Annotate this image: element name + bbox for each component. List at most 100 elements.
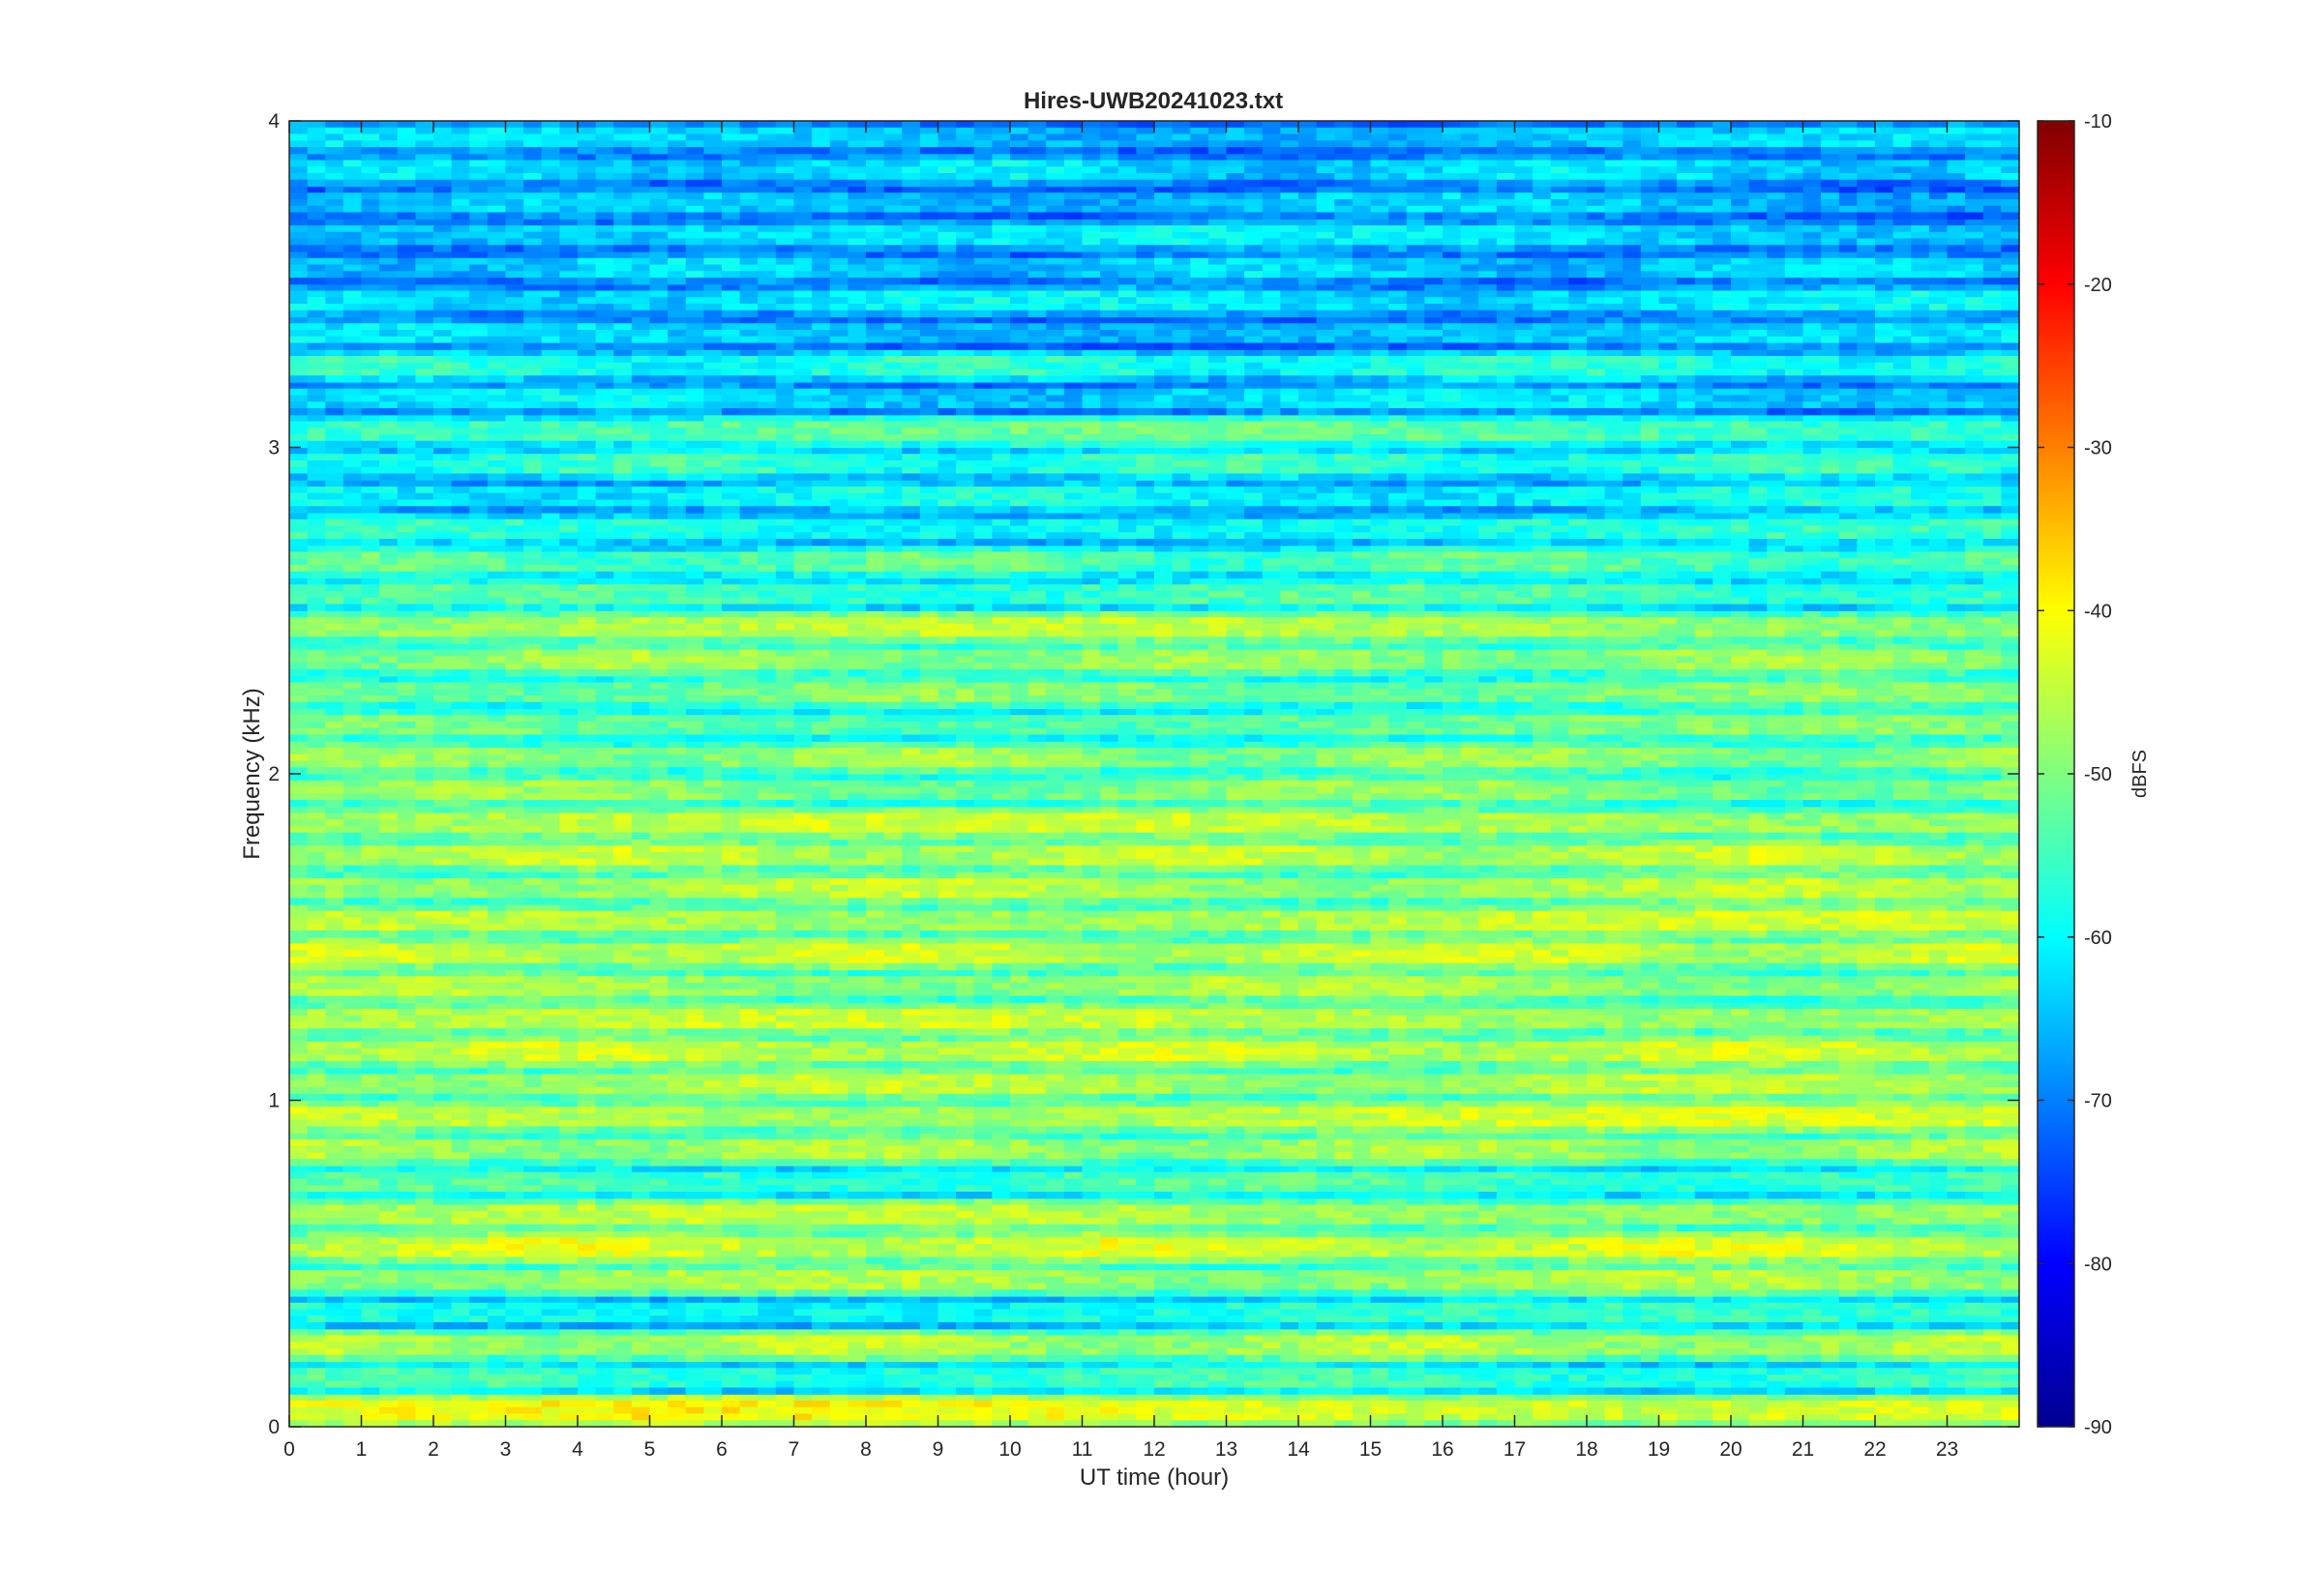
heatmap-cell <box>848 1113 867 1121</box>
heatmap-cell <box>739 1361 759 1369</box>
heatmap-cell <box>1677 1224 1696 1232</box>
heatmap-cell <box>992 1250 1011 1258</box>
heatmap-cell <box>307 1263 326 1271</box>
heatmap-cell <box>1550 1413 1569 1421</box>
heatmap-cell <box>812 1113 831 1121</box>
heatmap-cell <box>685 1250 704 1258</box>
heatmap-cell <box>1658 1401 1678 1408</box>
heatmap-cell <box>523 1263 543 1271</box>
heatmap-cell <box>1748 1342 1768 1349</box>
heatmap-cell <box>938 1401 957 1408</box>
heatmap-cell <box>397 1237 416 1245</box>
heatmap-cell <box>1027 1100 1047 1108</box>
heatmap-cell <box>1046 1171 1065 1180</box>
heatmap-cell <box>812 1100 831 1108</box>
heatmap-cell <box>1838 1354 1858 1363</box>
heatmap-cell <box>902 1211 921 1219</box>
heatmap-cell <box>451 1119 470 1128</box>
heatmap-cell <box>1677 1139 1696 1147</box>
heatmap-cell <box>523 1302 543 1311</box>
heatmap-cell <box>668 1204 687 1212</box>
heatmap-cell <box>649 1224 669 1232</box>
heatmap-cell <box>1280 1315 1299 1323</box>
heatmap-cell <box>1027 1171 1047 1180</box>
heatmap-cell <box>1496 1380 1516 1389</box>
heatmap-cell <box>1478 1107 1498 1114</box>
heatmap-cell <box>1748 1237 1768 1245</box>
heatmap-cell <box>1748 1107 1768 1114</box>
heatmap-cell <box>1226 1166 1245 1173</box>
heatmap-cell <box>919 1119 939 1128</box>
heatmap-cell <box>703 1139 723 1147</box>
heatmap-cell <box>1226 1185 1245 1193</box>
heatmap-cell <box>1262 1224 1281 1232</box>
heatmap-cell <box>1136 1328 1155 1337</box>
heatmap-cell <box>541 1368 560 1375</box>
heatmap-cell <box>649 1185 669 1193</box>
heatmap-cell <box>559 1224 579 1232</box>
heatmap-cell <box>758 1289 777 1297</box>
heatmap-cell <box>812 1192 831 1199</box>
heatmap-cell <box>703 1315 723 1323</box>
heatmap-cell <box>1767 1224 1786 1232</box>
heatmap-cell <box>883 1348 903 1356</box>
heatmap-cell <box>1622 1335 1642 1343</box>
heatmap-cell <box>1731 1171 1750 1180</box>
heatmap-cell <box>1262 1178 1281 1186</box>
heatmap-cell <box>1010 1074 1029 1081</box>
heatmap-cell <box>668 1302 687 1311</box>
heatmap-cell <box>523 1401 543 1408</box>
heatmap-cell <box>1514 1224 1533 1232</box>
heatmap-cell <box>649 1119 669 1128</box>
heatmap-cell <box>325 1119 344 1128</box>
heatmap-cell <box>829 1387 848 1395</box>
heatmap-cell <box>649 1335 669 1343</box>
heatmap-cell <box>1334 1348 1354 1356</box>
heatmap-cell <box>361 1256 380 1264</box>
heatmap-cell <box>1767 1133 1786 1140</box>
heatmap-cell <box>775 1342 795 1349</box>
heatmap-cell <box>703 1276 723 1285</box>
heatmap-cell <box>342 1100 363 1108</box>
heatmap-cell <box>1207 1074 1228 1081</box>
heatmap-cell <box>883 1256 903 1264</box>
heatmap-cell <box>1334 1244 1354 1252</box>
heatmap-cell <box>325 1256 344 1264</box>
heatmap-cell <box>1443 1283 1462 1290</box>
heatmap-cell <box>973 1401 993 1408</box>
heatmap-cell <box>1947 1315 1966 1323</box>
heatmap-cell <box>1640 1204 1660 1212</box>
heatmap-cell <box>1568 1218 1588 1226</box>
heatmap-cell <box>1027 1107 1047 1114</box>
heatmap-cell <box>973 1178 993 1186</box>
heatmap-cell <box>758 1171 777 1180</box>
heatmap-cell <box>1496 1159 1516 1167</box>
heatmap-cell <box>1478 1406 1498 1415</box>
heatmap-cell <box>1857 1322 1876 1330</box>
heatmap-cell <box>1370 1139 1389 1147</box>
heatmap-cell <box>1027 1335 1047 1343</box>
heatmap-cell <box>559 1276 579 1285</box>
heatmap-cell <box>1063 1309 1084 1316</box>
heatmap-cell <box>1767 1192 1786 1199</box>
heatmap-cell <box>1010 1289 1029 1297</box>
heatmap-cell <box>1207 1270 1228 1278</box>
heatmap-cell <box>1334 1107 1354 1114</box>
heatmap-cell <box>1911 1126 1930 1134</box>
heatmap-cell <box>668 1380 687 1389</box>
heatmap-cell <box>1982 1263 2002 1271</box>
heatmap-cell <box>1731 1152 1750 1160</box>
heatmap-cell <box>649 1328 669 1337</box>
heatmap-cell <box>1010 1374 1029 1382</box>
heatmap-cell <box>1100 1067 1119 1076</box>
heatmap-cell <box>505 1354 524 1363</box>
heatmap-cell <box>992 1197 1011 1206</box>
heatmap-cell <box>668 1218 687 1226</box>
heatmap-cell <box>307 1230 326 1238</box>
heatmap-cell <box>415 1204 434 1212</box>
heatmap-cell <box>379 1218 399 1226</box>
heatmap-cell <box>505 1204 524 1212</box>
heatmap-cell <box>1406 1230 1425 1238</box>
heatmap-cell <box>1533 1152 1552 1160</box>
heatmap-cell <box>1875 1166 1894 1173</box>
